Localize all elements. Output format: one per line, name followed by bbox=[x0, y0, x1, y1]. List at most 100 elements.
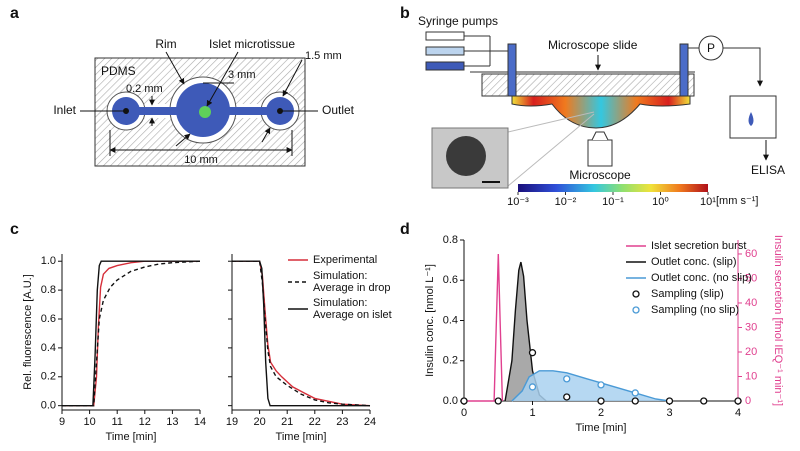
x-tick-label: 14 bbox=[194, 416, 206, 428]
zoom-line bbox=[507, 113, 595, 187]
x-tick-label: 1 bbox=[529, 407, 535, 419]
y-tick-label: 1.0 bbox=[41, 255, 56, 267]
syringe bbox=[425, 46, 465, 56]
x-tick-label: 11 bbox=[111, 416, 122, 428]
tubing bbox=[723, 47, 763, 87]
label: Rim bbox=[155, 37, 176, 51]
legend-label: Outlet conc. (slip) bbox=[651, 256, 737, 268]
x-tick-label: 0 bbox=[461, 407, 467, 419]
marker bbox=[665, 397, 674, 405]
port-pointer bbox=[282, 59, 303, 97]
line bbox=[62, 260, 200, 407]
droplet bbox=[748, 112, 754, 126]
rim-pointer bbox=[165, 51, 185, 85]
x-tick-label: 4 bbox=[735, 407, 741, 419]
y-tick-label: 0.0 bbox=[41, 400, 56, 412]
y-tick-label: 0.8 bbox=[443, 234, 458, 246]
legend-label: Sampling (slip) bbox=[651, 288, 724, 300]
colorbar bbox=[518, 184, 708, 192]
label: Microscope bbox=[569, 168, 631, 182]
label: P bbox=[707, 41, 715, 55]
marker bbox=[528, 383, 537, 391]
panel-label: d bbox=[400, 221, 410, 238]
area bbox=[505, 262, 547, 401]
syringe bbox=[425, 61, 465, 71]
objective bbox=[587, 139, 613, 167]
marker bbox=[460, 397, 468, 405]
area bbox=[511, 370, 670, 401]
y-axis-label: Insulin conc. [nmol L⁻¹] bbox=[424, 264, 436, 377]
colorbar-tick-label: 10⁻² bbox=[555, 196, 577, 208]
label: Microscope slide bbox=[548, 38, 638, 52]
colorbar-tick-label: 10¹ bbox=[700, 196, 716, 208]
marker bbox=[597, 397, 605, 405]
marker bbox=[563, 375, 571, 383]
x-tick-label: 9 bbox=[59, 416, 65, 428]
line bbox=[511, 370, 670, 402]
colorbar-tick-label: 10⁻³ bbox=[507, 196, 529, 208]
legend-label: Experimental bbox=[313, 254, 377, 266]
zoom-line bbox=[507, 111, 595, 133]
x-tick-label: 20 bbox=[253, 416, 265, 428]
x-tick-label: 13 bbox=[166, 416, 178, 428]
legend-label: Islet secretion burst bbox=[651, 240, 746, 252]
chip-diagram: PDMS Rim Islet microtissue Inlet Outlet … bbox=[53, 37, 355, 167]
islet bbox=[199, 106, 211, 118]
x-tick-label: 10 bbox=[83, 416, 95, 428]
y-tick-label: 0.8 bbox=[41, 284, 56, 296]
setup-diagram: Syringe pumps Microscope slide P ELISA M… bbox=[418, 14, 785, 207]
marker bbox=[631, 397, 639, 405]
legend-marker bbox=[632, 306, 640, 314]
x-axis-label: Time [min] bbox=[276, 431, 327, 443]
inlet-tube bbox=[507, 43, 517, 97]
y2-tick-label: 40 bbox=[745, 297, 757, 309]
x-axis-label: Time [min] bbox=[106, 431, 157, 443]
colorbar-tick-label: 10⁻¹ bbox=[602, 196, 624, 208]
y2-tick-label: 30 bbox=[745, 321, 757, 333]
marker bbox=[631, 389, 639, 397]
dimension-label: 1.5 mm bbox=[305, 50, 342, 62]
panel-label: c bbox=[10, 221, 19, 238]
y2-tick-label: 20 bbox=[745, 346, 757, 358]
flow-field bbox=[511, 95, 691, 129]
syringe bbox=[425, 31, 465, 41]
y-tick-label: 0.2 bbox=[41, 371, 56, 383]
label: Islet microtissue bbox=[209, 37, 295, 51]
y-tick-label: 0.2 bbox=[443, 355, 458, 367]
line bbox=[232, 260, 370, 407]
x-tick-label: 19 bbox=[226, 416, 238, 428]
y-tick-label: 0.4 bbox=[443, 314, 458, 326]
y-tick-label: 0.0 bbox=[443, 395, 458, 407]
marker bbox=[597, 381, 605, 389]
y-tick-label: 0.6 bbox=[41, 313, 56, 325]
y-tick-label: 0.4 bbox=[41, 342, 56, 354]
islet-pointer bbox=[206, 51, 239, 107]
marker bbox=[563, 393, 571, 401]
tubing bbox=[464, 35, 512, 67]
x-axis-label: Time [min] bbox=[576, 422, 627, 434]
y2-tick-label: 50 bbox=[745, 272, 757, 284]
label: ELISA bbox=[751, 163, 785, 177]
y2-tick-label: 60 bbox=[745, 248, 757, 260]
outlet-tube bbox=[679, 43, 689, 97]
line bbox=[464, 253, 504, 402]
x-tick-label: 12 bbox=[139, 416, 151, 428]
panel-label: a bbox=[10, 5, 19, 22]
x-tick-label: 3 bbox=[666, 407, 672, 419]
x-tick-label: 22 bbox=[309, 416, 321, 428]
colorbar-tick-label: 10⁰ bbox=[652, 196, 669, 208]
panel-label: b bbox=[400, 5, 410, 22]
line bbox=[62, 260, 201, 407]
marker bbox=[528, 349, 537, 357]
legend-label: Simulation: Average in drop bbox=[313, 270, 390, 294]
line bbox=[62, 260, 200, 407]
rim-pointer bbox=[175, 133, 191, 147]
label: Inlet bbox=[53, 103, 76, 117]
dimension-label: 3 mm bbox=[228, 69, 256, 81]
x-tick-label: 21 bbox=[281, 416, 293, 428]
well-plate bbox=[729, 95, 777, 139]
y2-tick-label: 0 bbox=[745, 395, 751, 407]
y-tick-label: 0.6 bbox=[443, 274, 458, 286]
dimension-label: 0.2 mm bbox=[126, 83, 163, 95]
